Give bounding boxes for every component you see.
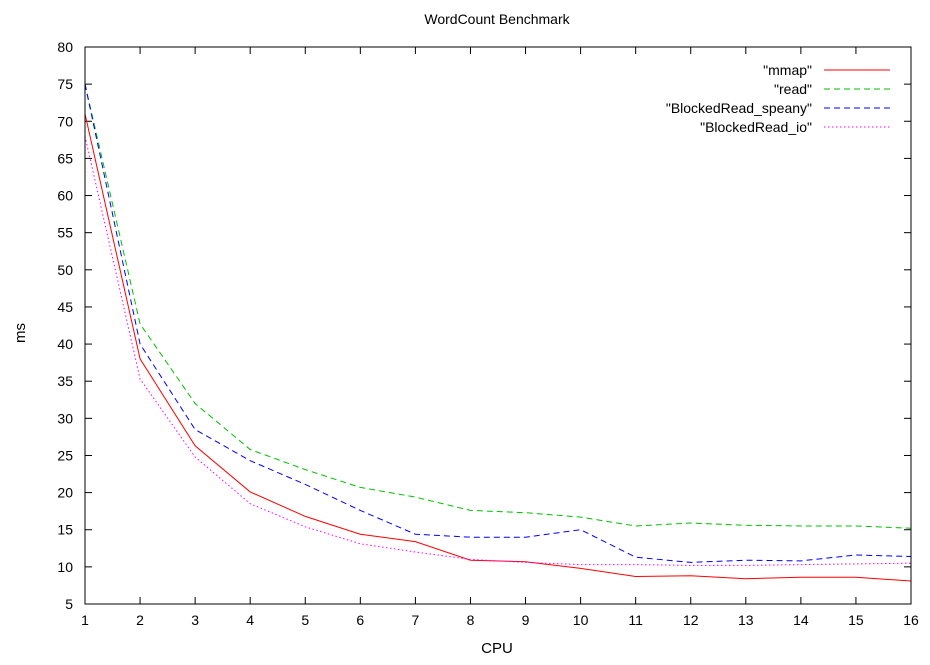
series-line-1 xyxy=(84,83,912,529)
y-tick-label: 45 xyxy=(57,299,73,315)
y-tick-label: 75 xyxy=(57,76,73,92)
x-tick-label: 6 xyxy=(356,612,364,628)
x-tick-label: 10 xyxy=(573,612,589,628)
series-line-0 xyxy=(84,113,912,582)
y-tick-label: 5 xyxy=(65,596,73,612)
legend: "mmap" "read" "BlockedRead_speany" "Blocked… xyxy=(666,62,890,135)
series-line-3 xyxy=(84,135,912,566)
x-tick-label: 4 xyxy=(246,612,254,628)
y-tick-label: 15 xyxy=(57,522,73,538)
chart-title: WordCount Benchmark xyxy=(424,11,570,27)
x-tick-label: 8 xyxy=(467,612,475,628)
y-tick-label: 25 xyxy=(57,447,73,463)
series-lines xyxy=(84,83,912,582)
y-tick-label: 80 xyxy=(57,39,73,55)
x-tick-label: 14 xyxy=(793,612,809,628)
y-tick-label: 10 xyxy=(57,559,73,575)
x-tick-label: 11 xyxy=(628,612,643,628)
y-tick-label: 40 xyxy=(57,336,73,352)
legend-label: "mmap" xyxy=(763,62,812,78)
x-tick-label: 13 xyxy=(738,612,754,628)
x-tick-label: 15 xyxy=(848,612,864,628)
legend-label: "BlockedRead_speany" xyxy=(666,100,812,116)
series-line-2 xyxy=(84,83,912,563)
x-tick-label: 2 xyxy=(136,612,144,628)
y-tick-label: 65 xyxy=(57,150,73,166)
y-tick-label: 30 xyxy=(57,410,73,426)
x-tick-label: 1 xyxy=(81,612,89,628)
y-tick-label: 35 xyxy=(57,373,73,389)
y-tick-label: 50 xyxy=(57,262,73,278)
y-axis-label: ms xyxy=(12,323,29,343)
y-tick-label: 20 xyxy=(57,485,73,501)
y-tick-label: 55 xyxy=(57,225,73,241)
legend-label: "read" xyxy=(774,81,812,97)
plot-frame xyxy=(84,46,912,605)
x-tick-label: 12 xyxy=(683,612,699,628)
x-tick-label: 5 xyxy=(301,612,309,628)
x-tick-label: 3 xyxy=(191,612,199,628)
x-tick-label: 7 xyxy=(412,612,420,628)
x-tick-label: 16 xyxy=(903,612,919,628)
x-tick-label: 9 xyxy=(522,612,530,628)
y-tick-label: 60 xyxy=(57,188,73,204)
x-axis-label: CPU xyxy=(481,640,513,657)
y-tick-label: 70 xyxy=(57,113,73,129)
legend-label: "BlockedRead_io" xyxy=(700,119,812,135)
